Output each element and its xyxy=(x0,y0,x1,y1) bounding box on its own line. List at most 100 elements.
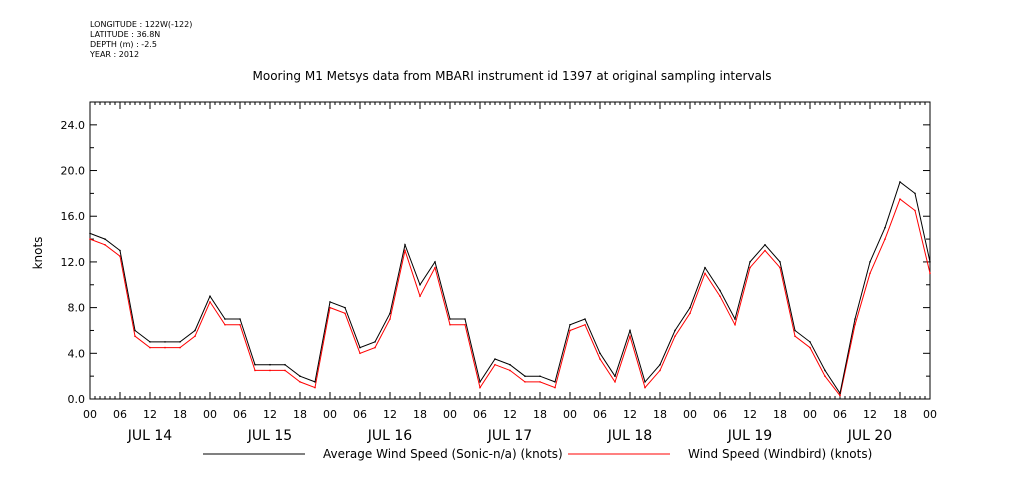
data-point xyxy=(239,318,241,320)
data-point xyxy=(809,346,811,349)
data-point xyxy=(104,243,106,246)
x-tick-label: 12 xyxy=(263,408,277,421)
data-point xyxy=(899,181,901,183)
metadata-depth: DEPTH (m) : -2.5 xyxy=(90,40,157,49)
data-point xyxy=(464,318,466,320)
metadata-longitude: LONGITUDE : 122W(-122) xyxy=(90,20,193,29)
data-point xyxy=(419,283,421,286)
data-point xyxy=(524,381,526,383)
x-tick-label: 00 xyxy=(563,408,577,421)
data-point xyxy=(89,232,91,235)
data-point xyxy=(749,261,751,263)
data-point xyxy=(389,312,391,315)
x-tick-label: 18 xyxy=(413,408,427,421)
x-tick-label: 18 xyxy=(173,408,187,421)
y-tick-label: 0.0 xyxy=(68,393,86,406)
data-point xyxy=(299,375,301,377)
day-label: JUL 18 xyxy=(607,428,652,444)
x-tick-label: 12 xyxy=(623,408,637,421)
data-point xyxy=(764,243,766,246)
data-point xyxy=(599,352,601,355)
series-line xyxy=(89,181,931,395)
data-point xyxy=(434,266,436,269)
data-point xyxy=(344,306,346,309)
data-point xyxy=(584,318,586,320)
legend-label: Wind Speed (Windbird) (knots) xyxy=(688,447,872,461)
x-tick-label: 12 xyxy=(743,408,757,421)
x-tick-label: 00 xyxy=(203,408,217,421)
plot-frame xyxy=(89,101,931,400)
y-tick-label: 24.0 xyxy=(61,119,86,132)
data-point xyxy=(134,335,136,337)
data-point xyxy=(884,238,886,240)
data-point xyxy=(689,306,691,309)
data-point xyxy=(449,323,451,326)
plot-area: 0.0 4.0 8.0 12.0 16.0 20.0 24.0 00 06 12 18 00 06 12 1… xyxy=(61,101,937,461)
series-line xyxy=(89,198,931,397)
data-point xyxy=(929,272,931,275)
data-point xyxy=(554,381,556,383)
legend-label: Average Wind Speed (Sonic-n/a) (knots) xyxy=(323,447,563,461)
x-tick-label: 00 xyxy=(803,408,817,421)
data-point xyxy=(419,295,421,297)
data-point xyxy=(509,363,511,366)
data-point xyxy=(629,335,631,337)
data-point xyxy=(119,249,121,252)
x-tick-label: 06 xyxy=(353,408,367,421)
data-point xyxy=(479,381,481,383)
data-point xyxy=(479,386,481,389)
data-point xyxy=(764,249,766,252)
data-point xyxy=(374,346,376,349)
data-point xyxy=(149,346,151,349)
data-point xyxy=(254,369,256,372)
data-point xyxy=(734,323,736,326)
data-point xyxy=(569,323,571,326)
metadata-year: YEAR : 2012 xyxy=(90,50,140,59)
data-point xyxy=(134,329,136,332)
data-point xyxy=(269,369,271,372)
data-point xyxy=(284,363,286,366)
data-point xyxy=(674,335,676,337)
data-point xyxy=(614,375,616,377)
x-tick-label: 06 xyxy=(833,408,847,421)
data-point xyxy=(599,358,601,360)
x-tick-label: 18 xyxy=(533,408,547,421)
data-point xyxy=(839,392,841,395)
data-point xyxy=(449,318,451,320)
x-tick-label: 12 xyxy=(383,408,397,421)
data-point xyxy=(254,363,256,366)
data-point xyxy=(824,369,826,372)
data-point xyxy=(164,346,166,349)
data-point xyxy=(149,341,151,343)
data-point xyxy=(569,329,571,332)
y-tick-label: 20.0 xyxy=(61,165,86,178)
data-point xyxy=(314,386,316,389)
y-tick-label: 16.0 xyxy=(61,210,86,223)
y-tick-label: 12.0 xyxy=(61,256,86,269)
day-label: JUL 17 xyxy=(487,428,532,444)
x-tick-label: 12 xyxy=(503,408,517,421)
day-label: JUL 15 xyxy=(247,428,292,444)
day-label: JUL 16 xyxy=(367,428,413,444)
x-tick-label: 06 xyxy=(233,408,247,421)
metadata-block: LONGITUDE : 122W(-122) LATITUDE : 36.8N … xyxy=(90,20,192,60)
data-point xyxy=(239,323,241,326)
data-point xyxy=(539,381,541,383)
x-tick-label: 12 xyxy=(863,408,877,421)
data-point xyxy=(659,363,661,366)
x-tick-label: 18 xyxy=(773,408,787,421)
data-point xyxy=(329,301,331,303)
data-point xyxy=(674,329,676,332)
data-point xyxy=(704,272,706,275)
data-point xyxy=(209,301,211,303)
x-tick-label: 06 xyxy=(713,408,727,421)
data-point xyxy=(779,261,781,263)
y-tick-label: 4.0 xyxy=(68,347,86,360)
data-point xyxy=(224,318,226,320)
data-point xyxy=(164,341,166,343)
data-point xyxy=(179,346,181,349)
data-point xyxy=(404,249,406,252)
data-point xyxy=(404,243,406,246)
data-point xyxy=(464,323,466,326)
data-point xyxy=(719,289,721,292)
